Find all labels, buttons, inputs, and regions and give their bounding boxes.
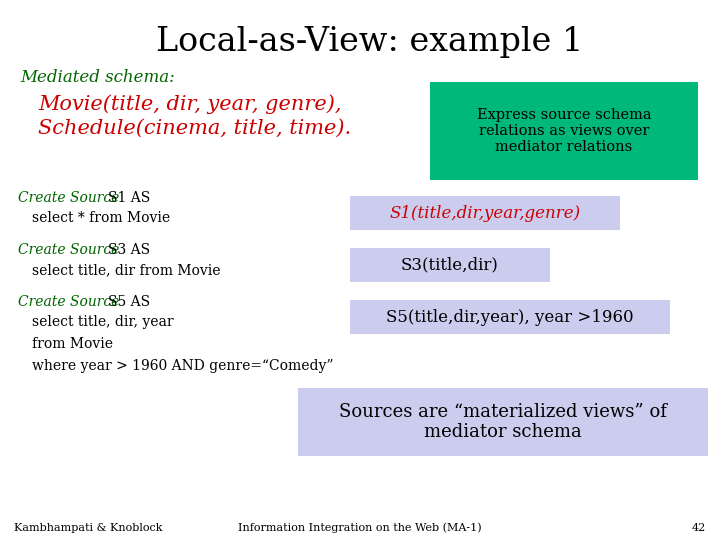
Text: Information Integration on the Web (MA-1): Information Integration on the Web (MA-1… (238, 523, 482, 534)
FancyBboxPatch shape (298, 388, 708, 456)
FancyBboxPatch shape (430, 82, 698, 180)
Text: Schedule(cinema, title, time).: Schedule(cinema, title, time). (38, 118, 351, 138)
Text: Express source schema
relations as views over
mediator relations: Express source schema relations as views… (477, 108, 652, 154)
Text: from Movie: from Movie (32, 337, 113, 351)
Text: Kambhampati & Knoblock: Kambhampati & Knoblock (14, 523, 163, 533)
Text: Create Source: Create Source (18, 295, 120, 309)
Text: Movie(title, dir, year, genre),: Movie(title, dir, year, genre), (38, 94, 341, 114)
Text: select title, dir, year: select title, dir, year (32, 315, 174, 329)
Text: S1(title,dir,year,genre): S1(title,dir,year,genre) (390, 205, 580, 221)
FancyBboxPatch shape (350, 300, 670, 334)
Text: Create Source: Create Source (18, 191, 120, 205)
Text: Create Source: Create Source (18, 243, 120, 257)
Text: S5(title,dir,year), year >1960: S5(title,dir,year), year >1960 (386, 308, 634, 326)
Text: Local-as-View: example 1: Local-as-View: example 1 (156, 26, 584, 58)
Text: 42: 42 (692, 523, 706, 533)
Text: Sources are “materialized views” of
mediator schema: Sources are “materialized views” of medi… (339, 403, 667, 441)
Text: S5 AS: S5 AS (108, 295, 150, 309)
Text: S1 AS: S1 AS (108, 191, 150, 205)
Text: S3(title,dir): S3(title,dir) (401, 256, 499, 273)
Text: select title, dir from Movie: select title, dir from Movie (32, 263, 220, 277)
Text: select * from Movie: select * from Movie (32, 211, 170, 225)
Text: where year > 1960 AND genre=“Comedy”: where year > 1960 AND genre=“Comedy” (32, 359, 333, 373)
Text: Mediated schema:: Mediated schema: (20, 70, 175, 86)
FancyBboxPatch shape (350, 248, 550, 282)
Text: S3 AS: S3 AS (108, 243, 150, 257)
FancyBboxPatch shape (350, 196, 620, 230)
